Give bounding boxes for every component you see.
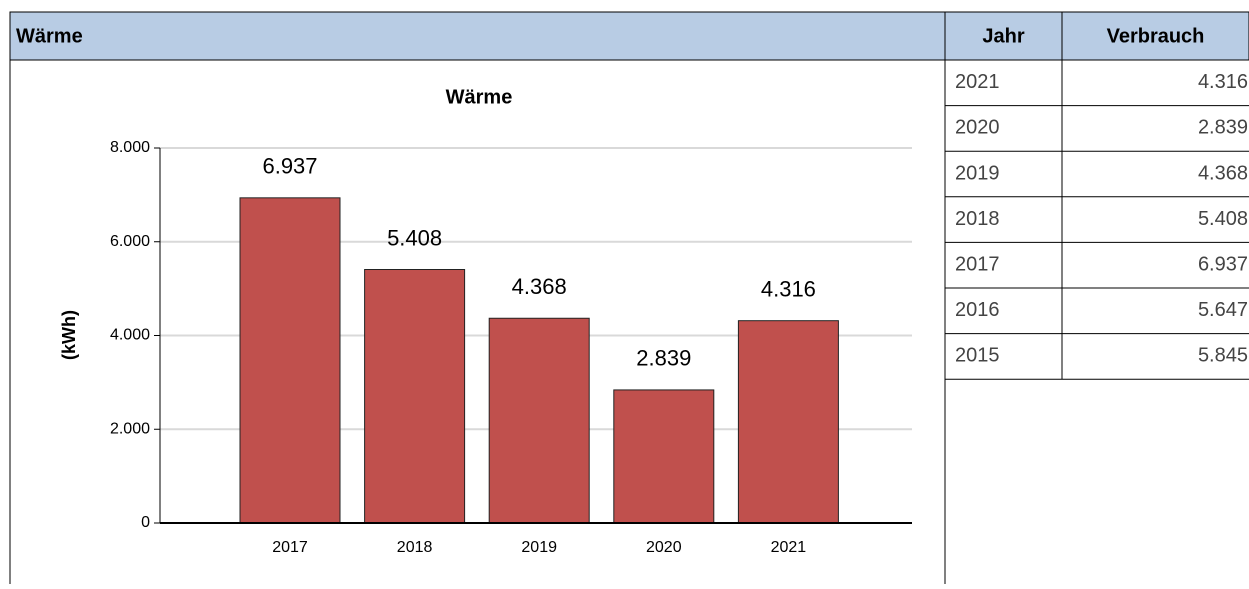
bar bbox=[364, 269, 466, 524]
y-tick-label: 4.000 bbox=[110, 327, 150, 344]
year-cell: 2019 bbox=[955, 162, 1000, 184]
bar bbox=[737, 320, 839, 524]
year-cell: 2018 bbox=[955, 208, 1000, 230]
x-tick-label: 2018 bbox=[397, 539, 433, 556]
value-cell: 5.408 bbox=[1198, 208, 1248, 230]
value-cell: 5.647 bbox=[1198, 299, 1248, 321]
y-tick-label: 2.000 bbox=[110, 420, 150, 437]
x-tick-label: 2019 bbox=[521, 539, 557, 556]
y-axis-label: (kWh) bbox=[59, 310, 79, 360]
column-header: Jahr bbox=[982, 25, 1024, 47]
column-header: Verbrauch bbox=[1107, 25, 1205, 47]
value-label: 2.839 bbox=[636, 346, 691, 371]
value-label: 4.368 bbox=[512, 274, 567, 299]
x-tick-label: 2021 bbox=[771, 539, 807, 556]
y-tick-label: 8.000 bbox=[110, 139, 150, 156]
header-title: Wärme bbox=[16, 25, 83, 47]
year-cell: 2016 bbox=[955, 299, 1000, 321]
value-cell: 4.368 bbox=[1198, 162, 1248, 184]
value-cell: 5.845 bbox=[1198, 345, 1248, 367]
value-cell: 6.937 bbox=[1198, 253, 1248, 275]
value-cell: 2.839 bbox=[1198, 117, 1248, 139]
year-cell: 2015 bbox=[955, 345, 1000, 367]
bar bbox=[239, 197, 341, 524]
bar bbox=[488, 317, 590, 524]
year-cell: 2021 bbox=[955, 71, 1000, 93]
bar bbox=[613, 389, 715, 524]
header-bar bbox=[9, 11, 1249, 61]
x-tick-label: 2017 bbox=[272, 539, 308, 556]
value-label: 6.937 bbox=[262, 154, 317, 179]
x-tick-label: 2020 bbox=[646, 539, 682, 556]
chart-title: Wärme bbox=[446, 86, 513, 108]
y-tick-label: 6.000 bbox=[110, 233, 150, 250]
year-cell: 2017 bbox=[955, 253, 1000, 275]
y-tick-label: 0 bbox=[141, 514, 150, 531]
value-cell: 4.316 bbox=[1198, 71, 1248, 93]
value-label: 4.316 bbox=[761, 277, 816, 302]
year-cell: 2020 bbox=[955, 117, 1000, 139]
value-label: 5.408 bbox=[387, 225, 442, 250]
